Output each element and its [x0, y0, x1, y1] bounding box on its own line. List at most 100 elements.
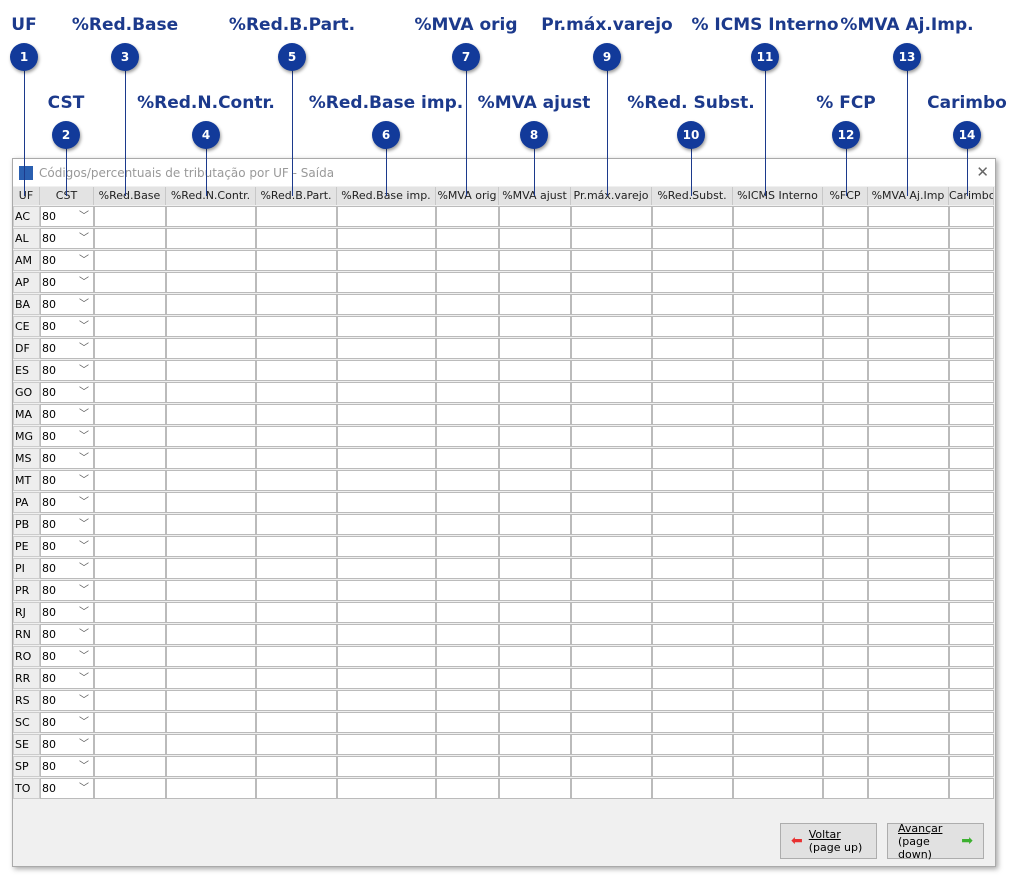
input-cell[interactable] [571, 360, 652, 381]
column-header[interactable]: %Red.Subst. [652, 187, 733, 205]
input-cell[interactable] [823, 580, 868, 601]
input-cell[interactable] [868, 646, 949, 667]
input-cell[interactable] [652, 668, 733, 689]
input-cell[interactable] [94, 514, 166, 535]
input-cell[interactable] [256, 448, 337, 469]
input-cell[interactable] [823, 404, 868, 425]
input-cell[interactable] [337, 580, 436, 601]
cst-select[interactable]: 80 ﹀ [40, 646, 94, 667]
input-cell[interactable] [733, 360, 823, 381]
input-cell[interactable] [949, 448, 994, 469]
input-cell[interactable] [733, 514, 823, 535]
input-cell[interactable] [337, 272, 436, 293]
input-cell[interactable] [436, 646, 499, 667]
input-cell[interactable] [652, 382, 733, 403]
input-cell[interactable] [499, 294, 571, 315]
input-cell[interactable] [499, 404, 571, 425]
input-cell[interactable] [94, 558, 166, 579]
input-cell[interactable] [652, 624, 733, 645]
input-cell[interactable] [868, 602, 949, 623]
chevron-down-icon[interactable]: ﹀ [79, 563, 89, 574]
input-cell[interactable] [571, 294, 652, 315]
input-cell[interactable] [571, 514, 652, 535]
input-cell[interactable] [823, 316, 868, 337]
column-header[interactable]: %Red.Base [94, 187, 166, 205]
input-cell[interactable] [256, 602, 337, 623]
input-cell[interactable] [94, 602, 166, 623]
input-cell[interactable] [571, 756, 652, 777]
input-cell[interactable] [823, 470, 868, 491]
cst-select[interactable]: 80 ﹀ [40, 492, 94, 513]
input-cell[interactable] [949, 404, 994, 425]
cst-select[interactable]: 80 ﹀ [40, 514, 94, 535]
chevron-down-icon[interactable]: ﹀ [79, 629, 89, 640]
input-cell[interactable] [733, 426, 823, 447]
input-cell[interactable] [256, 624, 337, 645]
input-cell[interactable] [949, 646, 994, 667]
input-cell[interactable] [733, 250, 823, 271]
cst-select[interactable]: 80 ﹀ [40, 470, 94, 491]
input-cell[interactable] [868, 272, 949, 293]
input-cell[interactable] [436, 712, 499, 733]
chevron-down-icon[interactable]: ﹀ [79, 321, 89, 332]
input-cell[interactable] [256, 646, 337, 667]
chevron-down-icon[interactable]: ﹀ [79, 431, 89, 442]
cst-select[interactable]: 80 ﹀ [40, 448, 94, 469]
input-cell[interactable] [868, 316, 949, 337]
input-cell[interactable] [166, 470, 256, 491]
input-cell[interactable] [571, 712, 652, 733]
cst-select[interactable]: 80 ﹀ [40, 360, 94, 381]
input-cell[interactable] [256, 382, 337, 403]
input-cell[interactable] [823, 382, 868, 403]
input-cell[interactable] [256, 580, 337, 601]
input-cell[interactable] [823, 272, 868, 293]
input-cell[interactable] [166, 338, 256, 359]
input-cell[interactable] [571, 734, 652, 755]
input-cell[interactable] [499, 602, 571, 623]
input-cell[interactable] [337, 250, 436, 271]
input-cell[interactable] [571, 448, 652, 469]
input-cell[interactable] [733, 316, 823, 337]
chevron-down-icon[interactable]: ﹀ [79, 585, 89, 596]
input-cell[interactable] [166, 316, 256, 337]
input-cell[interactable] [949, 778, 994, 799]
input-cell[interactable] [337, 492, 436, 513]
input-cell[interactable] [571, 206, 652, 227]
input-cell[interactable] [733, 294, 823, 315]
back-button[interactable]: ⬅ Voltar (page up) [780, 823, 877, 859]
chevron-down-icon[interactable]: ﹀ [79, 651, 89, 662]
input-cell[interactable] [868, 580, 949, 601]
input-cell[interactable] [823, 624, 868, 645]
input-cell[interactable] [256, 690, 337, 711]
input-cell[interactable] [571, 228, 652, 249]
input-cell[interactable] [868, 624, 949, 645]
cst-select[interactable]: 80 ﹀ [40, 272, 94, 293]
input-cell[interactable] [949, 294, 994, 315]
input-cell[interactable] [337, 690, 436, 711]
input-cell[interactable] [733, 668, 823, 689]
input-cell[interactable] [868, 294, 949, 315]
input-cell[interactable] [436, 404, 499, 425]
chevron-down-icon[interactable]: ﹀ [79, 277, 89, 288]
input-cell[interactable] [94, 294, 166, 315]
input-cell[interactable] [868, 360, 949, 381]
input-cell[interactable] [733, 558, 823, 579]
chevron-down-icon[interactable]: ﹀ [79, 233, 89, 244]
input-cell[interactable] [337, 712, 436, 733]
input-cell[interactable] [823, 206, 868, 227]
input-cell[interactable] [652, 492, 733, 513]
input-cell[interactable] [256, 404, 337, 425]
input-cell[interactable] [256, 228, 337, 249]
cst-select[interactable]: 80 ﹀ [40, 206, 94, 227]
input-cell[interactable] [499, 228, 571, 249]
input-cell[interactable] [571, 316, 652, 337]
input-cell[interactable] [733, 580, 823, 601]
input-cell[interactable] [94, 734, 166, 755]
cst-select[interactable]: 80 ﹀ [40, 382, 94, 403]
input-cell[interactable] [652, 712, 733, 733]
input-cell[interactable] [571, 338, 652, 359]
input-cell[interactable] [337, 382, 436, 403]
input-cell[interactable] [949, 558, 994, 579]
chevron-down-icon[interactable]: ﹀ [79, 211, 89, 222]
column-header[interactable]: %Red.B.Part. [256, 187, 337, 205]
